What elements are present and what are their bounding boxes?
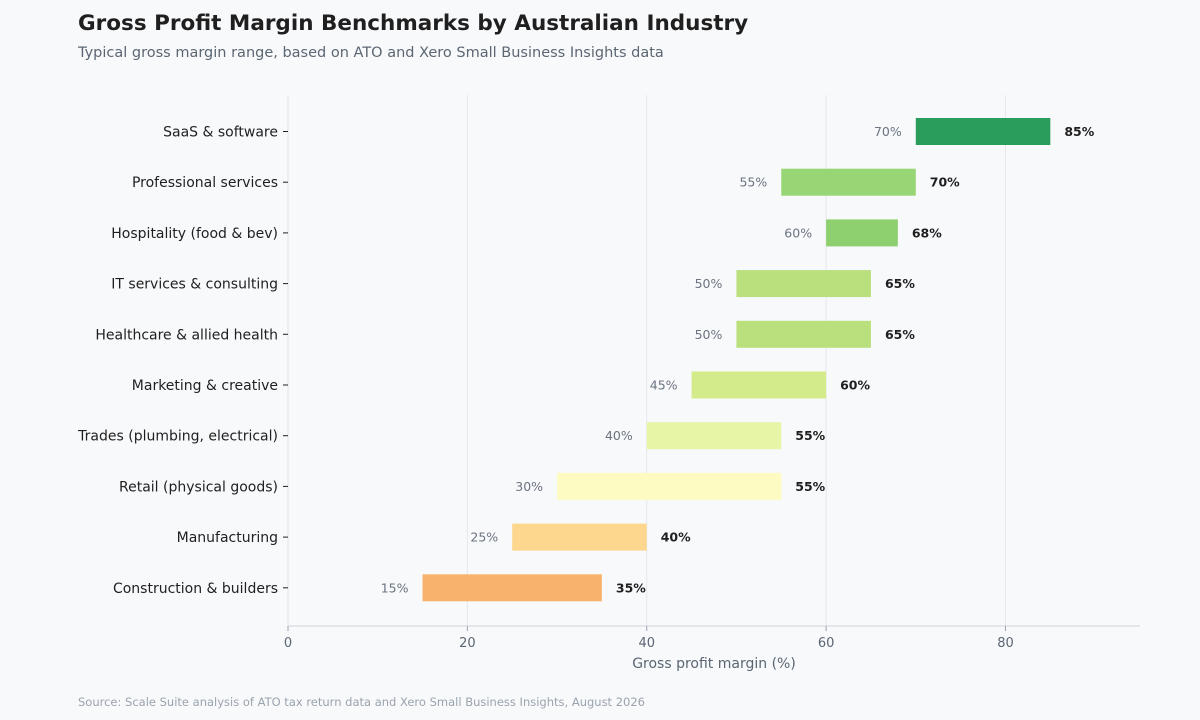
low-value-label: 70% [874, 124, 902, 139]
x-tick-label: 20 [459, 636, 476, 651]
chart-row: Professional services 55% 70% [132, 168, 960, 196]
low-value-label: 50% [695, 276, 723, 291]
high-value-label: 85% [1064, 124, 1094, 139]
category-label: Marketing & creative [132, 378, 278, 394]
x-tick-label: 40 [638, 636, 655, 651]
chart-row: IT services & consulting 50% 65% [111, 270, 915, 298]
low-value-label: 25% [470, 530, 498, 545]
x-tick-label: 80 [997, 636, 1014, 651]
source-note: Source: Scale Suite analysis of ATO tax … [78, 695, 645, 709]
high-value-label: 55% [795, 479, 825, 494]
range-bar [736, 320, 871, 348]
category-label: Retail (physical goods) [119, 479, 278, 495]
category-label: SaaS & software [163, 125, 278, 141]
chart-row: Healthcare & allied health 50% 65% [95, 320, 915, 348]
range-bar [781, 168, 916, 196]
high-value-label: 60% [840, 378, 870, 393]
category-label: Hospitality (food & bev) [111, 226, 278, 242]
x-tick-label: 60 [818, 636, 835, 651]
category-label: Manufacturing [177, 530, 278, 546]
x-ticks: 0 20 40 60 80 [284, 626, 1014, 651]
chart-row: SaaS & software 70% 85% [163, 118, 1095, 145]
low-value-label: 40% [605, 428, 633, 443]
chart-rows: SaaS & software 70% 85% Professional servic… [77, 118, 1095, 602]
high-value-label: 68% [912, 225, 942, 240]
chart-row: Retail (physical goods) 30% 55% [119, 472, 826, 500]
high-value-label: 55% [795, 428, 825, 443]
high-value-label: 70% [930, 175, 960, 190]
category-label: IT services & consulting [111, 277, 278, 293]
low-value-label: 30% [515, 479, 543, 494]
high-value-label: 65% [885, 276, 915, 291]
chart-row: Marketing & creative 45% 60% [132, 371, 871, 399]
category-label: Trades (plumbing, electrical) [77, 429, 278, 445]
range-bar [646, 422, 782, 450]
high-value-label: 35% [616, 580, 646, 595]
range-bar [826, 219, 898, 247]
low-value-label: 55% [739, 175, 767, 190]
range-bar [736, 270, 871, 298]
category-label: Healthcare & allied health [95, 327, 278, 343]
range-bar [915, 118, 1051, 145]
range-bar [512, 523, 647, 551]
high-value-label: 40% [661, 530, 691, 545]
chart-subtitle: Typical gross margin range, based on ATO… [78, 45, 664, 61]
category-label: Construction & builders [113, 581, 278, 597]
low-value-label: 50% [695, 327, 723, 342]
range-bar [422, 574, 602, 602]
chart-row: Construction & builders 15% 35% [113, 574, 646, 602]
range-bar [557, 472, 782, 500]
chart-title: Gross Profit Margin Benchmarks by Austra… [78, 11, 749, 36]
high-value-label: 65% [885, 327, 915, 342]
low-value-label: 60% [784, 225, 812, 240]
chart-row: Hospitality (food & bev) 60% 68% [111, 219, 942, 247]
category-label: Professional services [132, 175, 278, 191]
x-axis-title: Gross profit margin (%) [632, 656, 796, 672]
x-tick-label: 0 [284, 636, 292, 651]
low-value-label: 45% [650, 378, 678, 393]
low-value-label: 15% [381, 580, 409, 595]
range-bar [691, 371, 827, 399]
chart-row: Manufacturing 25% 40% [177, 523, 691, 551]
chart-row: Trades (plumbing, electrical) 40% 55% [77, 422, 826, 450]
